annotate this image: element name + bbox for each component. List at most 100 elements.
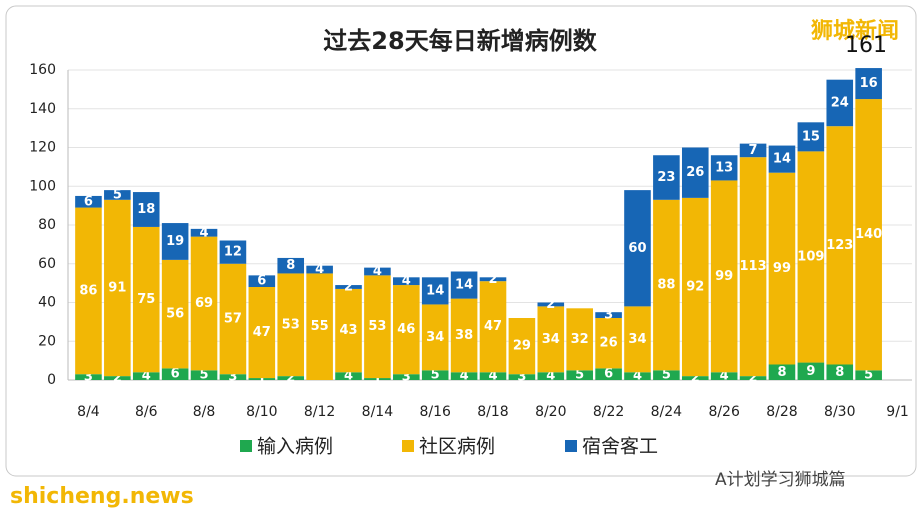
x-tick-label: 8/24: [651, 404, 683, 420]
bar-segment: [364, 267, 391, 276]
data-label: 2: [546, 297, 555, 312]
bar-segment: [190, 228, 218, 237]
bar-segment: [219, 263, 247, 375]
bar-segment: [132, 226, 160, 373]
bar-segment: [393, 374, 420, 380]
x-tick-label: 9/1: [886, 404, 909, 420]
data-label: 4: [315, 262, 324, 277]
x-tick-label: 8/10: [246, 404, 277, 420]
y-tick-label: 160: [29, 62, 56, 78]
bar-segment: [104, 190, 131, 200]
bar-segment: [826, 126, 854, 365]
data-label: 2: [749, 371, 758, 386]
bar-segment: [624, 306, 651, 373]
data-label: 19: [166, 234, 184, 249]
x-tick-label: 8/22: [593, 404, 624, 420]
data-label: 2: [691, 371, 700, 386]
bar-segment: [421, 277, 449, 305]
data-label: 3: [604, 308, 613, 323]
data-label: 23: [657, 170, 675, 185]
data-label: 43: [339, 323, 357, 338]
data-label: 4: [142, 369, 151, 384]
legend-swatch: [240, 440, 252, 452]
y-tick-label: 0: [47, 372, 56, 388]
data-label: 55: [311, 319, 329, 334]
bar-segment: [566, 370, 593, 380]
data-label: 2: [113, 371, 122, 386]
bar-segment: [479, 281, 507, 373]
bar-segment: [277, 376, 305, 380]
bar-segment: [104, 199, 131, 377]
data-label: 86: [79, 283, 97, 298]
data-label: 18: [137, 202, 155, 217]
bar-segment: [75, 195, 102, 208]
data-label: 5: [864, 368, 873, 383]
bar-segment: [364, 275, 391, 379]
data-label: 47: [484, 319, 502, 334]
bar-segment: [306, 265, 333, 274]
data-label: 13: [715, 160, 733, 175]
bar-segment: [855, 68, 882, 100]
bar-segment: [624, 190, 651, 307]
bar-segment: [681, 147, 709, 198]
bar-segment: [595, 368, 622, 380]
y-tick-label: 40: [38, 295, 56, 311]
bar-segment: [421, 304, 449, 371]
bar-segment: [75, 207, 102, 375]
bar-segment: [190, 370, 218, 380]
bar-segment: [768, 172, 796, 365]
x-tick-label: 8/28: [766, 404, 797, 420]
bar-segment: [508, 374, 536, 380]
watermark: A计划学习狮城篇: [715, 470, 846, 490]
bar-segment: [161, 368, 189, 380]
bar-segment: [710, 180, 738, 373]
data-label: 99: [773, 261, 791, 276]
x-tick-label: 8/18: [477, 404, 508, 420]
x-tick-label: 8/30: [824, 404, 855, 420]
data-label: 15: [802, 129, 820, 144]
data-label: 2: [344, 280, 353, 295]
data-label: 6: [171, 367, 180, 382]
x-tick-label: 8/20: [535, 404, 566, 420]
data-label: 4: [344, 369, 353, 384]
bar-segment: [595, 318, 622, 369]
bar-segment: [75, 374, 102, 380]
bar-segment: [566, 308, 593, 371]
data-label: 53: [368, 319, 386, 334]
bar-segment: [537, 302, 565, 307]
data-label: 3: [402, 370, 411, 385]
data-label: 1: [257, 372, 266, 387]
bar-segment: [855, 99, 882, 371]
bar-segment: [219, 374, 247, 380]
bar-segment: [681, 197, 709, 377]
data-label: 9: [806, 364, 815, 379]
bar-segment: [595, 312, 622, 318]
legend-swatch: [565, 440, 577, 452]
bar-segment: [161, 223, 189, 260]
data-label: 6: [604, 367, 613, 382]
data-label: 34: [542, 332, 560, 347]
data-label: 16: [860, 76, 878, 91]
data-label: 123: [826, 238, 853, 253]
legend-label: 社区病例: [419, 436, 495, 458]
y-tick-label: 60: [38, 256, 56, 272]
bar-segment: [335, 288, 362, 373]
y-tick-label: 120: [29, 140, 56, 156]
legend-label: 宿舍客工: [582, 436, 658, 458]
x-tick-label: 8/12: [304, 404, 335, 420]
bar-segment: [132, 372, 160, 380]
x-tick-label: 8/6: [135, 404, 158, 420]
x-tick-label: 8/4: [77, 404, 100, 420]
bar-segment: [132, 192, 160, 227]
bar-segment: [450, 271, 478, 299]
data-label: 4: [488, 369, 497, 384]
data-label: 92: [686, 280, 704, 295]
bar-segment: [653, 155, 680, 200]
data-label: 12: [224, 245, 242, 260]
bar-segment: [161, 259, 189, 369]
bar-segment: [104, 376, 131, 380]
bar-segment: [248, 275, 276, 287]
bar-segment: [248, 287, 276, 379]
data-label: 26: [686, 165, 704, 180]
chart-title: 过去28天每日新增病例数: [323, 27, 597, 55]
